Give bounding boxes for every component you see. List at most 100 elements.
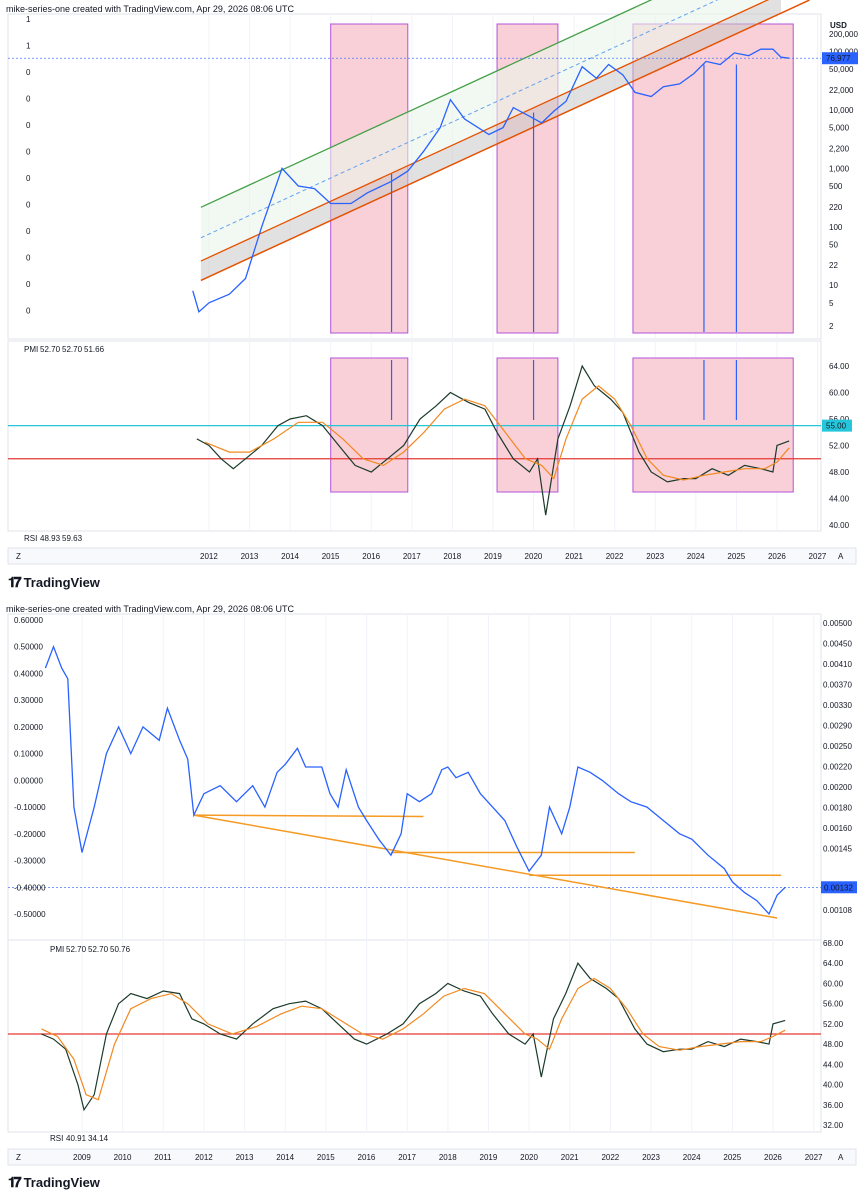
corner-left: Z bbox=[16, 552, 21, 561]
brand-name: TradingView bbox=[23, 575, 100, 590]
pmi-tick-label: 40.00 bbox=[829, 521, 850, 530]
pmi-tick-label: 52.00 bbox=[823, 1020, 844, 1029]
price-tick-label: 500 bbox=[829, 182, 843, 191]
pmi-tick-label: 68.00 bbox=[823, 939, 844, 948]
top-chart[interactable]: mike-series-one created with TradingView… bbox=[0, 0, 865, 596]
pmi-tick-label: 36.00 bbox=[823, 1101, 844, 1110]
year-label: 2021 bbox=[565, 552, 583, 561]
year-label: 2025 bbox=[723, 1153, 741, 1162]
year-label: 2024 bbox=[687, 552, 705, 561]
price-panel bbox=[7, 13, 822, 340]
pmi-tick-label: 64.00 bbox=[829, 362, 850, 371]
year-label: 2020 bbox=[525, 552, 543, 561]
pmi-series-line bbox=[196, 364, 790, 516]
left-scale-label: 1 bbox=[26, 42, 31, 51]
right-tick-label: 0.00370 bbox=[823, 681, 852, 690]
year-label: 2014 bbox=[281, 552, 299, 561]
right-tick-label: 0.00108 bbox=[823, 906, 852, 915]
year-label: 2023 bbox=[642, 1153, 660, 1162]
right-tick-label: 0.00500 bbox=[823, 619, 852, 628]
channel-lower-fill bbox=[200, 0, 782, 281]
left-scale-label: 0 bbox=[26, 280, 31, 289]
tradingview-logo-icon: 𝟏𝟕 bbox=[8, 574, 22, 590]
pmi-panel bbox=[7, 939, 822, 1133]
pmi-tick-label: 56.00 bbox=[823, 1000, 844, 1009]
right-tick-label: 0.00330 bbox=[823, 701, 852, 710]
year-label: 2013 bbox=[236, 1153, 254, 1162]
left-scale-label: 0 bbox=[26, 95, 31, 104]
ratio-series-line bbox=[44, 644, 786, 916]
left-scale-label: 0 bbox=[26, 307, 31, 316]
year-label: 2013 bbox=[241, 552, 259, 561]
rsi-legend-v2: 59.63 bbox=[62, 534, 83, 543]
left-scale-label: 0 bbox=[26, 68, 31, 77]
bottom-chart-canvas[interactable]: 0.60000 0.50000 0.40000 0.30000 0.20000 0.100… bbox=[0, 600, 865, 1196]
trendline bbox=[193, 814, 778, 919]
bottom-chart[interactable]: mike-series-one created with TradingView… bbox=[0, 600, 865, 1196]
price-tick-label: 100 bbox=[829, 223, 843, 232]
year-label: 2009 bbox=[73, 1153, 91, 1162]
right-tick-label: 0.00160 bbox=[823, 824, 852, 833]
year-label: 2015 bbox=[317, 1153, 335, 1162]
pmi-legend-v1: 52.70 bbox=[66, 945, 87, 954]
channel-bottom-line-2 bbox=[200, 0, 770, 262]
pmi-tick-label: 48.00 bbox=[823, 1040, 844, 1049]
top-chart-canvas[interactable]: 110000000000200,000100,00050,00022,00010… bbox=[0, 0, 865, 596]
pmi-legend-name: PMI bbox=[50, 945, 64, 954]
pmi-legend-v3: 51.66 bbox=[84, 345, 105, 354]
pmi-series-line bbox=[41, 962, 786, 1112]
rsi-legend-v1: 40.91 bbox=[66, 1134, 87, 1143]
left-tick-label: -0.10000 bbox=[14, 803, 46, 812]
year-label: 2020 bbox=[520, 1153, 538, 1162]
right-tick-label: 0.00220 bbox=[823, 763, 852, 772]
left-tick-label: -0.40000 bbox=[14, 883, 46, 892]
year-label: 2021 bbox=[561, 1153, 579, 1162]
year-label: 2012 bbox=[195, 1153, 213, 1162]
price-series-line bbox=[192, 48, 790, 313]
price-tick-label: 50 bbox=[829, 240, 838, 249]
year-label: 2016 bbox=[358, 1153, 376, 1162]
corner-right: A bbox=[838, 1153, 844, 1162]
pmi-legend-v2: 52.70 bbox=[88, 945, 109, 954]
left-scale-label: 0 bbox=[26, 148, 31, 157]
left-scale-label: 0 bbox=[26, 121, 31, 130]
brand-name: TradingView bbox=[23, 1175, 100, 1190]
pmi-tick-label: 60.00 bbox=[829, 389, 850, 398]
year-label: 2023 bbox=[646, 552, 664, 561]
pmi-legend-v3: 50.76 bbox=[110, 945, 131, 954]
tradingview-logo-icon: 𝟏𝟕 bbox=[8, 1174, 22, 1190]
left-tick-label: -0.30000 bbox=[14, 857, 46, 866]
left-tick-label: 0.50000 bbox=[14, 643, 43, 652]
time-axis bbox=[7, 547, 857, 565]
pmi-badge bbox=[822, 419, 852, 432]
year-label: 2011 bbox=[154, 1153, 172, 1162]
right-tick-label: 0.00290 bbox=[823, 722, 852, 731]
pmi-tick-label: 44.00 bbox=[829, 495, 850, 504]
rsi-legend-v1: 48.93 bbox=[40, 534, 61, 543]
right-tick-label: 0.00180 bbox=[823, 804, 852, 813]
last-value-badge bbox=[821, 881, 857, 894]
pmi-tick-label: 44.00 bbox=[823, 1060, 844, 1069]
chart-credit: mike-series-one created with TradingView… bbox=[6, 4, 294, 14]
tradingview-brand[interactable]: 𝟏𝟕 TradingView bbox=[8, 574, 100, 591]
pmi-tick-label: 56.00 bbox=[829, 415, 850, 424]
price-tick-label: 5 bbox=[829, 299, 834, 308]
price-tick-label: 5,000 bbox=[829, 124, 850, 133]
left-scale-label: 1 bbox=[26, 15, 31, 24]
rsi-legend-name: RSI bbox=[24, 534, 37, 543]
tradingview-brand[interactable]: 𝟏𝟕 TradingView bbox=[8, 1174, 100, 1191]
pink-zone bbox=[632, 23, 794, 334]
year-label: 2024 bbox=[683, 1153, 701, 1162]
unit-label: USD bbox=[830, 21, 847, 30]
year-label: 2015 bbox=[322, 552, 340, 561]
right-tick-label: 0.00250 bbox=[823, 742, 852, 751]
left-tick-label: 0.40000 bbox=[14, 669, 43, 678]
left-scale-label: 0 bbox=[26, 227, 31, 236]
trendline bbox=[193, 814, 424, 818]
pmi-series-line bbox=[204, 385, 790, 481]
price-tick-label: 220 bbox=[829, 203, 843, 212]
year-label: 2025 bbox=[727, 552, 745, 561]
price-tick-label: 10 bbox=[829, 281, 838, 290]
year-label: 2012 bbox=[200, 552, 218, 561]
corner-right: A bbox=[838, 552, 844, 561]
